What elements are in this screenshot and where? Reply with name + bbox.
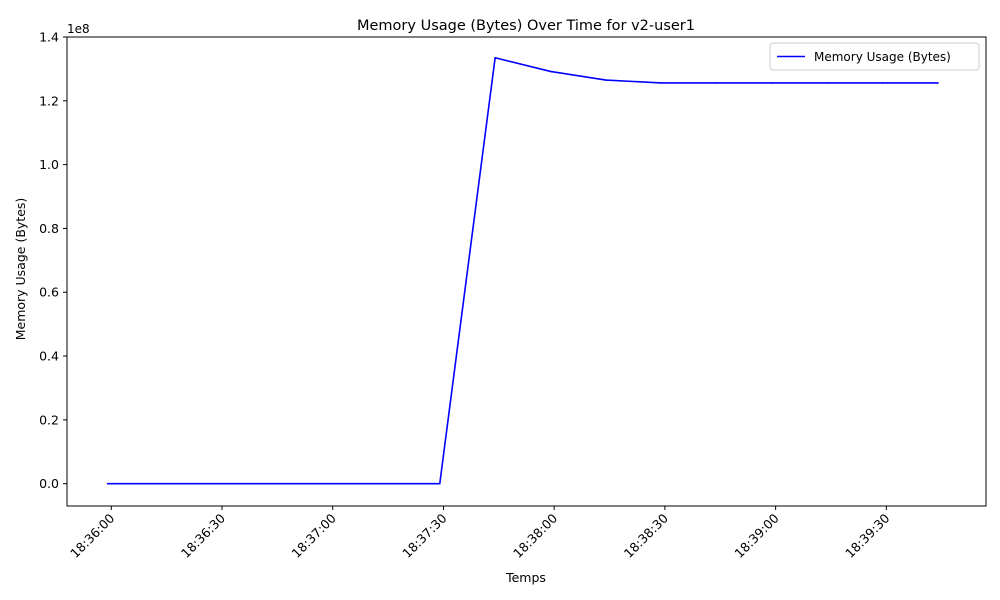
chart-title: Memory Usage (Bytes) Over Time for v2-us… [357,18,695,34]
x-tick-label: 18:38:30 [621,510,671,560]
plot-area [66,36,987,507]
data-point [438,482,441,485]
data-point [937,82,939,84]
x-tick-label: 18:36:30 [178,510,228,560]
x-tick-label: 18:36:00 [67,510,117,560]
data-point [881,82,884,84]
y-tick-label: 0.0 [39,476,59,491]
data-point [549,70,552,73]
y-tick-label: 1.4 [39,30,59,45]
y-tick-label: 0.6 [39,285,59,300]
x-tick-label: 18:38:00 [510,510,560,560]
data-point [494,56,496,59]
y-tick-label: 0.2 [39,412,59,427]
data-point [106,482,109,485]
y-tick-label: 1.0 [39,157,59,172]
x-tick-label: 18:37:00 [289,510,339,560]
y-tick-label: 0.4 [39,349,59,364]
data-point [605,79,607,81]
data-point [715,82,718,84]
series-line-memory-usage [107,56,939,485]
x-tick-label: 18:39:00 [731,510,781,560]
y-axis-ticks: 0.0 0.2 0.4 0.6 0.8 1.0 1.2 1.4 [39,30,67,491]
data-point [771,82,773,84]
plot-frame [66,36,987,507]
y-tick-label: 0.8 [39,221,59,236]
data-point [660,82,663,84]
y-axis-label: Memory Usage (Bytes) [13,198,28,341]
legend-label-memory-usage: Memory Usage (Bytes) [814,50,951,64]
y-tick-label: 1.2 [39,93,59,108]
legend-frame [769,42,980,71]
y-offset-label: 1e8 [67,22,90,36]
data-point [826,82,829,84]
x-axis-ticks: 18:36:00 18:36:30 18:37:00 18:37:30 18:38:00… [67,506,893,561]
x-tick-label: 18:39:30 [842,510,892,560]
legend: Memory Usage (Bytes) [769,42,980,71]
x-axis-label: Temps [505,570,546,585]
x-tick-label: 18:37:30 [399,510,449,560]
